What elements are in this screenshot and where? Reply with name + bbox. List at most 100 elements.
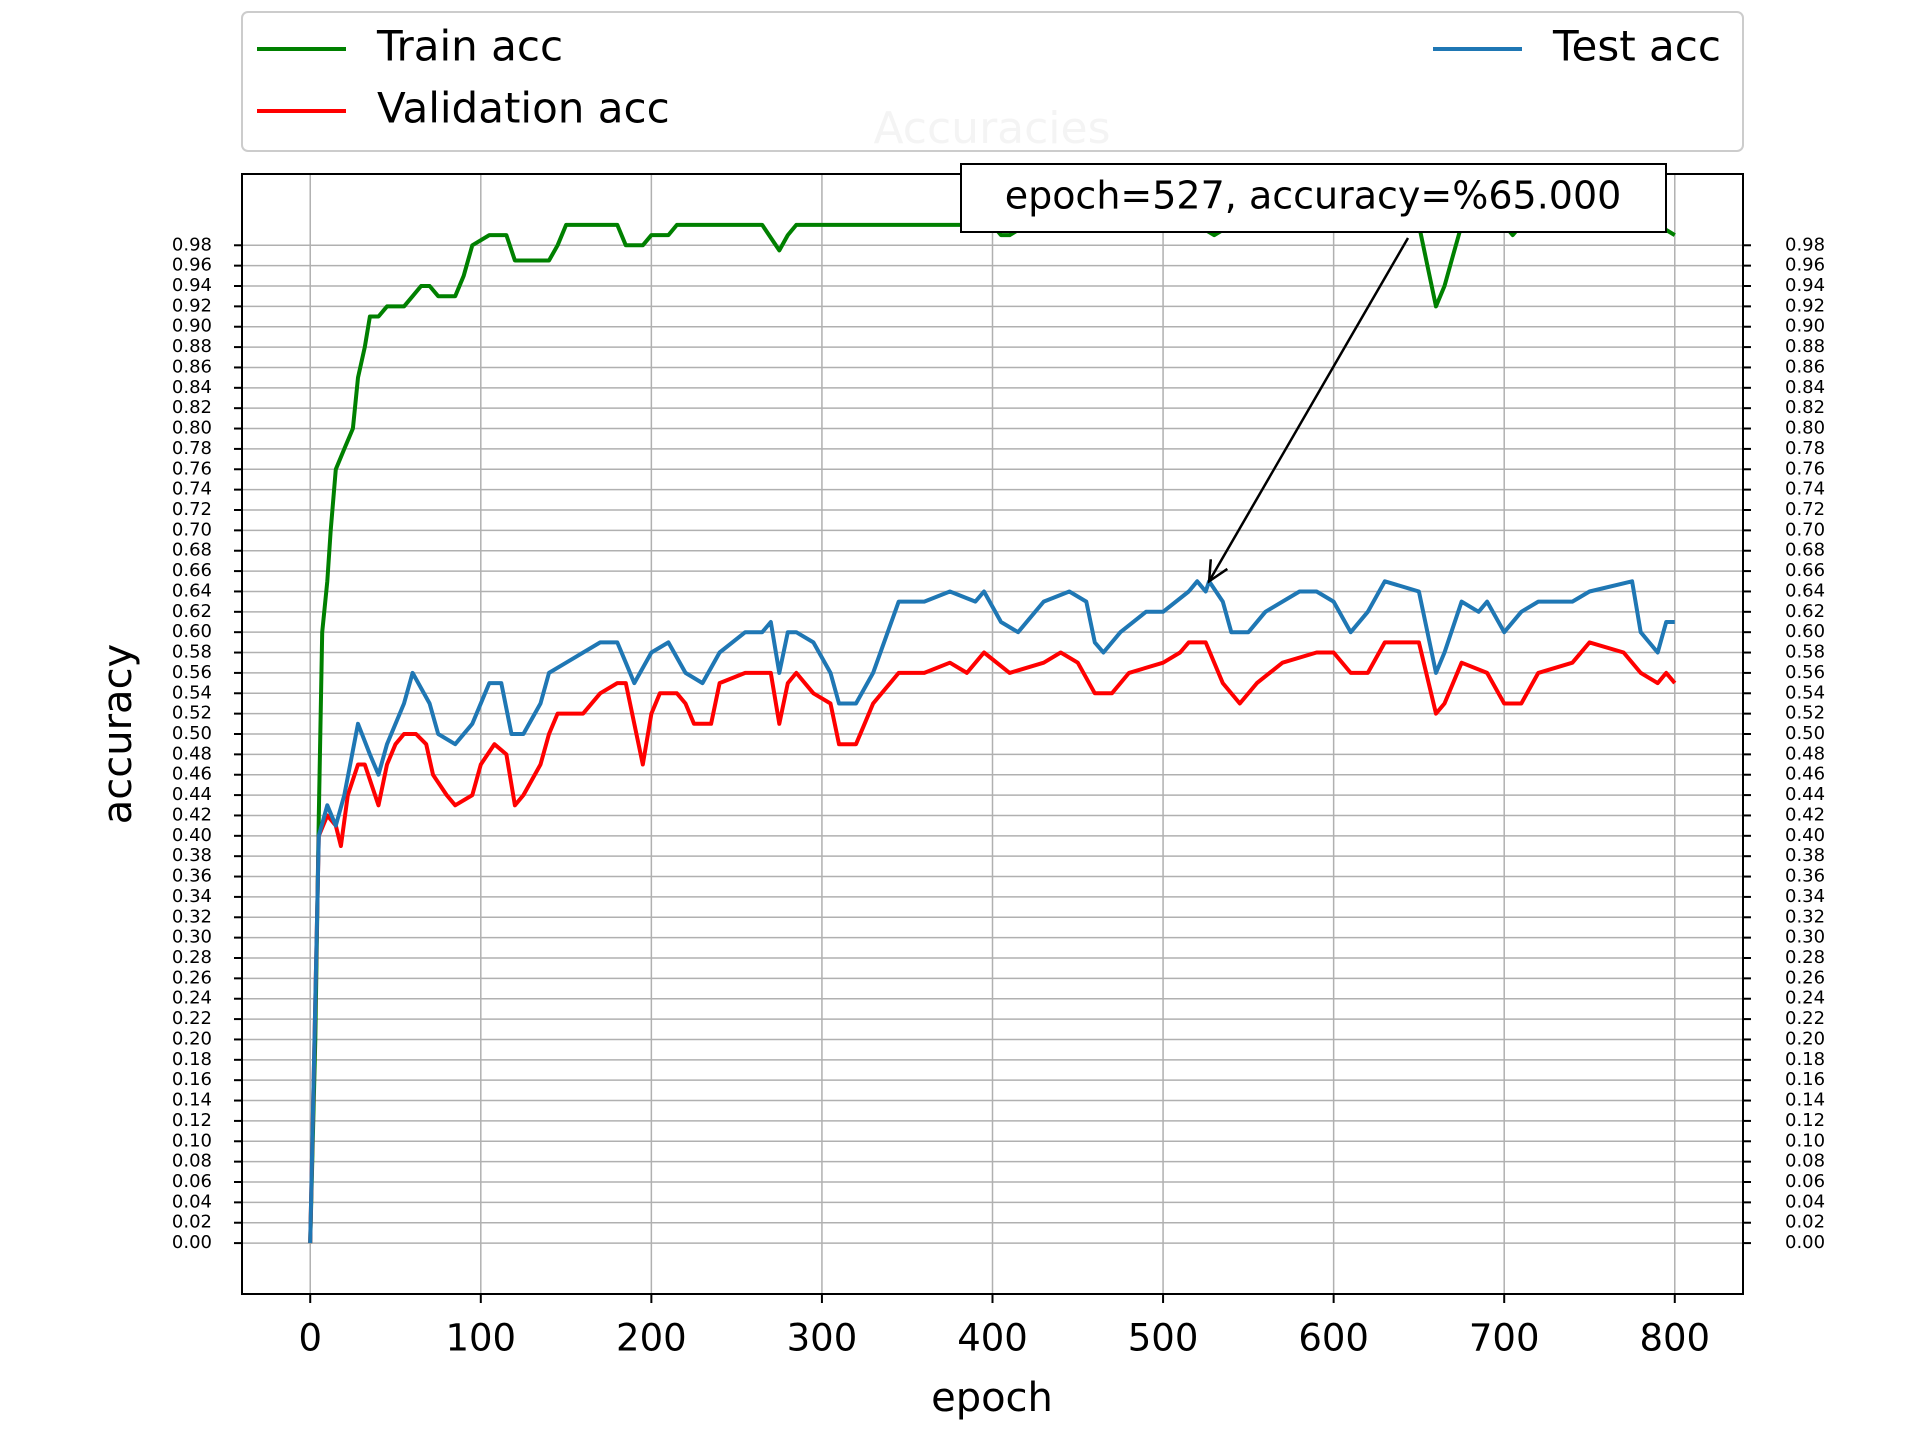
y-tick-label-right: 0.32	[1785, 906, 1825, 927]
y-tick-label-right: 0.06	[1785, 1171, 1825, 1192]
y-tick-label: 0.46	[172, 764, 212, 785]
y-tick-label-right: 0.82	[1785, 397, 1825, 418]
y-tick-label-right: 0.96	[1785, 255, 1825, 276]
y-tick-label-right: 0.40	[1785, 825, 1825, 846]
y-tick-label: 0.56	[172, 662, 212, 683]
y-tick-label-right: 0.20	[1785, 1028, 1825, 1049]
y-tick-label: 0.98	[172, 234, 212, 255]
x-tick-label: 600	[1298, 1317, 1369, 1360]
y-tick-label-right: 0.22	[1785, 1008, 1825, 1029]
series-line	[308, 579, 1675, 1244]
y-tick-label-right: 0.16	[1785, 1069, 1825, 1090]
y-tick-label-right: 0.44	[1785, 784, 1825, 805]
y-tick-label: 0.42	[172, 804, 212, 825]
y-tick-label: 0.30	[172, 927, 212, 948]
y-tick-label-right: 0.08	[1785, 1151, 1825, 1172]
y-tick-label-right: 0.90	[1785, 316, 1825, 337]
y-tick-label-right: 0.38	[1785, 845, 1825, 866]
y-tick-label-right: 0.78	[1785, 438, 1825, 459]
y-tick-label: 0.48	[172, 743, 212, 764]
y-tick-label: 0.22	[172, 1008, 212, 1029]
annotation-box	[960, 163, 1667, 233]
y-tick-label: 0.26	[172, 967, 212, 988]
y-tick-label: 0.76	[172, 458, 212, 479]
y-tick-label-right: 0.70	[1785, 519, 1825, 540]
y-tick-label-right: 0.18	[1785, 1049, 1825, 1070]
y-tick-label: 0.10	[172, 1130, 212, 1151]
y-tick-label-right: 0.88	[1785, 336, 1825, 357]
y-tick-label: 0.62	[172, 601, 212, 622]
y-tick-label-right: 0.94	[1785, 275, 1825, 296]
x-tick-label: 200	[616, 1317, 687, 1360]
y-tick-label-right: 0.30	[1785, 927, 1825, 948]
y-tick-label-right: 0.80	[1785, 418, 1825, 439]
y-tick-label: 0.44	[172, 784, 212, 805]
y-tick-label: 0.52	[172, 703, 212, 724]
annotation: epoch=527, accuracy=%65.000	[960, 163, 1667, 584]
series-line	[308, 640, 1677, 1244]
annotation-arrow	[1208, 237, 1410, 582]
y-tick-label: 0.16	[172, 1069, 212, 1090]
y-tick-label-right: 0.42	[1785, 804, 1825, 825]
y-tick-label: 0.32	[172, 906, 212, 927]
y-tick-label-right: 0.52	[1785, 703, 1825, 724]
x-axis-label: epoch	[931, 1375, 1053, 1421]
y-tick-label: 0.36	[172, 866, 212, 887]
y-tick-label: 0.58	[172, 642, 212, 663]
y-tick-label: 0.50	[172, 723, 212, 744]
y-tick-label: 0.34	[172, 886, 212, 907]
y-tick-label-right: 0.98	[1785, 234, 1825, 255]
y-tick-label: 0.78	[172, 438, 212, 459]
y-tick-label-right: 0.14	[1785, 1090, 1825, 1111]
y-tick-label: 0.66	[172, 560, 212, 581]
y-axis-label: accuracy	[95, 644, 141, 824]
y-tick-label-right: 0.00	[1785, 1232, 1825, 1253]
y-tick-label-right: 0.02	[1785, 1212, 1825, 1233]
x-tick-label: 300	[787, 1317, 858, 1360]
y-tick-label-right: 0.92	[1785, 295, 1825, 316]
y-tick-label-right: 0.04	[1785, 1191, 1825, 1212]
y-tick-label: 0.12	[172, 1110, 212, 1131]
y-tick-label: 0.06	[172, 1171, 212, 1192]
y-tick-label-right: 0.66	[1785, 560, 1825, 581]
y-tick-label-right: 0.36	[1785, 866, 1825, 887]
y-tick-label: 0.96	[172, 255, 212, 276]
y-tick-label: 0.02	[172, 1212, 212, 1233]
y-tick-label-right: 0.26	[1785, 967, 1825, 988]
y-tick-label: 0.94	[172, 275, 212, 296]
y-tick-label: 0.24	[172, 988, 212, 1009]
y-tick-label-right: 0.84	[1785, 377, 1825, 398]
legend-label: Train acc	[376, 22, 563, 71]
y-tick-label: 0.92	[172, 295, 212, 316]
y-tick-label: 0.90	[172, 316, 212, 337]
y-tick-label-right: 0.86	[1785, 356, 1825, 377]
y-tick-label: 0.70	[172, 519, 212, 540]
y-tick-label-right: 0.12	[1785, 1110, 1825, 1131]
y-tick-label-right: 0.76	[1785, 458, 1825, 479]
y-tick-label: 0.74	[172, 479, 212, 500]
y-tick-label-right: 0.34	[1785, 886, 1825, 907]
y-tick-label: 0.82	[172, 397, 212, 418]
legend-label: Validation acc	[377, 84, 670, 133]
y-tick-label: 0.04	[172, 1191, 212, 1212]
y-tick-label-right: 0.64	[1785, 580, 1825, 601]
y-tick-label-right: 0.24	[1785, 988, 1825, 1009]
annotation-arrowhead	[1207, 559, 1229, 584]
y-tick-label: 0.72	[172, 499, 212, 520]
y-tick-label: 0.08	[172, 1151, 212, 1172]
y-tick-label: 0.14	[172, 1090, 212, 1111]
y-tick-label-right: 0.48	[1785, 743, 1825, 764]
y-tick-label: 0.68	[172, 540, 212, 561]
y-tick-label: 0.54	[172, 682, 212, 703]
y-tick-label-right: 0.60	[1785, 621, 1825, 642]
lines	[308, 222, 1677, 1244]
y-tick-label: 0.60	[172, 621, 212, 642]
annotation-text: epoch=527, accuracy=%65.000	[1005, 174, 1622, 218]
x-tick-label: 700	[1469, 1317, 1540, 1360]
y-tick-label: 0.80	[172, 418, 212, 439]
y-tick-label: 0.38	[172, 845, 212, 866]
y-tick-label: 0.84	[172, 377, 212, 398]
y-tick-label-right: 0.54	[1785, 682, 1825, 703]
